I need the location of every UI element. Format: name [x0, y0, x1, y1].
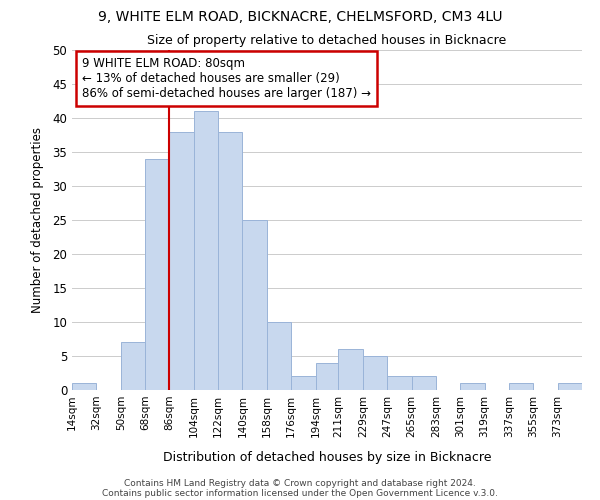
Bar	[145, 159, 169, 390]
Bar	[412, 376, 436, 390]
Bar	[121, 342, 145, 390]
Bar	[387, 376, 412, 390]
Bar	[316, 363, 338, 390]
Text: 9 WHITE ELM ROAD: 80sqm
← 13% of detached houses are smaller (29)
86% of semi-de: 9 WHITE ELM ROAD: 80sqm ← 13% of detache…	[82, 57, 371, 100]
Y-axis label: Number of detached properties: Number of detached properties	[31, 127, 44, 313]
Bar	[169, 132, 194, 390]
Text: Contains HM Land Registry data © Crown copyright and database right 2024.: Contains HM Land Registry data © Crown c…	[124, 478, 476, 488]
X-axis label: Distribution of detached houses by size in Bicknacre: Distribution of detached houses by size …	[163, 451, 491, 464]
Bar	[557, 383, 582, 390]
Text: Contains public sector information licensed under the Open Government Licence v.: Contains public sector information licen…	[102, 488, 498, 498]
Bar	[218, 132, 242, 390]
Bar	[460, 383, 485, 390]
Bar	[267, 322, 291, 390]
Text: 9, WHITE ELM ROAD, BICKNACRE, CHELMSFORD, CM3 4LU: 9, WHITE ELM ROAD, BICKNACRE, CHELMSFORD…	[98, 10, 502, 24]
Bar	[72, 383, 97, 390]
Bar	[338, 349, 363, 390]
Bar	[291, 376, 316, 390]
Title: Size of property relative to detached houses in Bicknacre: Size of property relative to detached ho…	[148, 34, 506, 48]
Bar	[242, 220, 267, 390]
Bar	[509, 383, 533, 390]
Bar	[194, 111, 218, 390]
Bar	[363, 356, 387, 390]
